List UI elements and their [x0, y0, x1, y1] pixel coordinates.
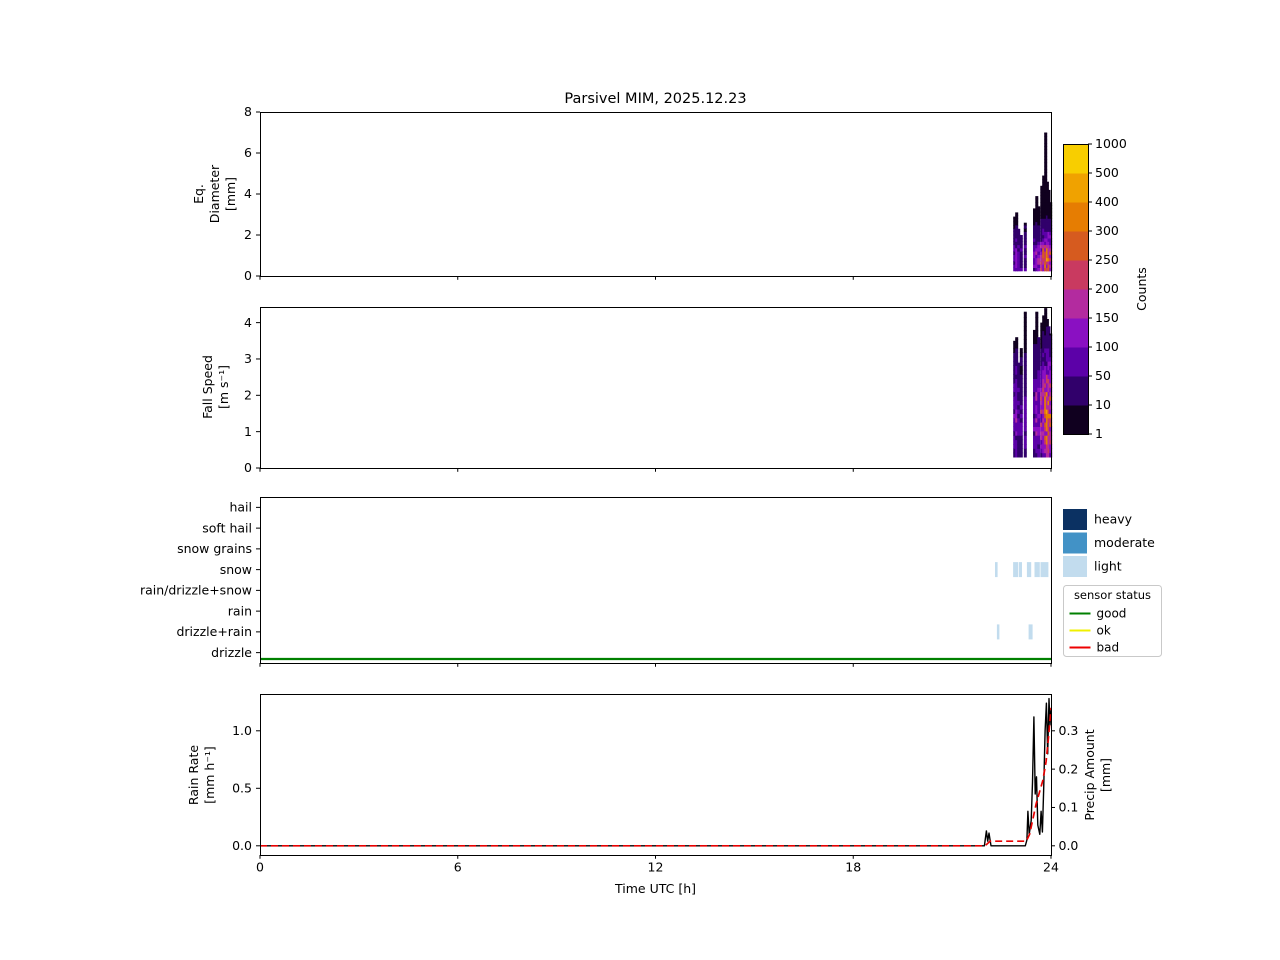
legend-label: moderate	[1094, 535, 1155, 550]
colorbar-tick-label: 300	[1095, 223, 1119, 238]
legend-swatch-heavy	[1063, 509, 1087, 530]
series-rain_rate	[260, 697, 1052, 847]
y-tick-label: 4	[244, 315, 252, 330]
series-precip_amount	[260, 707, 1052, 847]
x-tick-label: 6	[454, 860, 462, 875]
colorbar-segment	[1063, 347, 1088, 377]
y-tick-label: 0.5	[232, 781, 252, 796]
precip-mark	[1040, 562, 1049, 578]
x-tick-label: 12	[648, 860, 664, 875]
y-tick-label-right: 0.0	[1059, 838, 1079, 853]
colorbar-segment	[1063, 144, 1088, 174]
colorbar-tick-label: 200	[1095, 281, 1119, 296]
colorbar-tick-label: 10	[1095, 397, 1111, 412]
sensor-legend-label: bad	[1097, 641, 1120, 655]
category-label: rain/drizzle+snow	[140, 583, 252, 598]
colorbar-tick-label: 400	[1095, 194, 1119, 209]
colorbar-segment	[1063, 231, 1088, 261]
legend-label: heavy	[1094, 512, 1133, 527]
category-label: hail	[229, 500, 252, 515]
y-axis-label-line: [mm]	[223, 176, 238, 212]
panel-frame	[260, 307, 1052, 469]
y-tick-label: 2	[244, 227, 252, 242]
colorbar-segment	[1063, 202, 1088, 232]
legend-label: light	[1094, 559, 1122, 574]
y-axis-label-line: Rain Rate	[186, 744, 201, 806]
y-tick-label: 6	[244, 145, 252, 160]
panel-frame	[260, 497, 1052, 664]
y-tick-label: 2	[244, 388, 252, 403]
precip-mark	[1018, 562, 1022, 578]
legend-swatch-light	[1063, 556, 1087, 577]
precip-mark	[1013, 562, 1018, 578]
y-tick-label-right: 0.3	[1059, 723, 1079, 738]
colorbar-label-text: Counts	[1134, 267, 1149, 311]
heatmap-fall-speed	[1013, 308, 1053, 458]
y-axis-label-line: [m s⁻¹]	[216, 364, 231, 410]
colorbar-tick-label: 50	[1095, 368, 1111, 383]
colorbar-tick-label: 1	[1095, 426, 1103, 441]
sensor-legend-label: good	[1097, 607, 1127, 621]
precip-mark	[995, 562, 998, 578]
colorbar-tick-label: 100	[1095, 339, 1119, 354]
heatmap-eq-diameter	[1013, 132, 1053, 272]
y-axis-label-line: Diameter	[207, 164, 222, 224]
colorbar-segment	[1063, 289, 1088, 319]
y-tick-label: 8	[244, 104, 252, 119]
colorbar-label: Counts	[1134, 229, 1150, 349]
y-axis-label-line: Eq.	[191, 184, 206, 204]
colorbar-segment	[1063, 260, 1088, 290]
colorbar-segment	[1063, 405, 1088, 435]
y-tick-label: 1	[244, 424, 252, 439]
precip-mark	[1028, 624, 1033, 640]
category-label: snow	[220, 562, 252, 577]
y-tick-label: 0.0	[232, 838, 252, 853]
y-tick-label-right: 0.2	[1059, 761, 1079, 776]
y-axis-label-line: Fall Speed	[200, 355, 215, 419]
colorbar-tick-label: 500	[1095, 165, 1119, 180]
y-axis-label-line: [mm h⁻¹]	[202, 746, 217, 804]
y-tick-label: 3	[244, 351, 252, 366]
category-label: rain	[228, 603, 252, 618]
y-tick-label: 4	[244, 186, 252, 201]
legend-swatch-moderate	[1063, 532, 1087, 554]
panel-frame	[260, 694, 1052, 856]
category-label: snow grains	[177, 541, 252, 556]
category-label: drizzle	[211, 645, 252, 660]
precip-type-marks	[260, 562, 1051, 661]
y-axis-label-rain-rate: Rain Rate [mm h⁻¹]	[185, 675, 219, 875]
y-axis-label-precip-amount: Precip Amount [mm]	[1081, 675, 1115, 875]
precip-mark	[1034, 562, 1040, 578]
y-tick-label: 0	[244, 460, 252, 475]
sensor-legend-label: ok	[1097, 624, 1111, 638]
panel-frame	[260, 112, 1052, 277]
y-axis-label-eq-diameter: Eq. Diameter [mm]	[190, 94, 240, 294]
y-axis-label-line: [mm]	[1098, 757, 1113, 793]
x-tick-label: 0	[256, 860, 264, 875]
colorbar-tick-label: 250	[1095, 252, 1119, 267]
colorbar-segment	[1063, 318, 1088, 348]
category-label: soft hail	[202, 520, 252, 535]
colorbar-tick-label: 1000	[1095, 136, 1127, 151]
x-axis-label: Time UTC [h]	[615, 881, 696, 896]
colorbar-tick-label: 150	[1095, 310, 1119, 325]
y-tick-label: 1.0	[232, 723, 252, 738]
precip-mark	[1026, 562, 1032, 578]
y-tick-label: 0	[244, 268, 252, 283]
colorbar-segment	[1063, 173, 1088, 203]
y-axis-label-fall-speed: Fall Speed [m s⁻¹]	[199, 287, 233, 487]
sensor-legend-title: sensor status	[1074, 588, 1151, 602]
x-tick-label: 24	[1043, 860, 1059, 875]
x-tick-label: 18	[845, 860, 861, 875]
sensor-legend-box	[1063, 585, 1162, 657]
precip-mark	[996, 624, 1000, 640]
chart-title: Parsivel MIM, 2025.12.23	[564, 91, 747, 107]
colorbar-segment	[1063, 376, 1088, 406]
category-label: drizzle+rain	[176, 624, 252, 639]
y-tick-label-right: 0.1	[1059, 800, 1079, 815]
y-axis-label-line: Precip Amount	[1082, 729, 1097, 821]
